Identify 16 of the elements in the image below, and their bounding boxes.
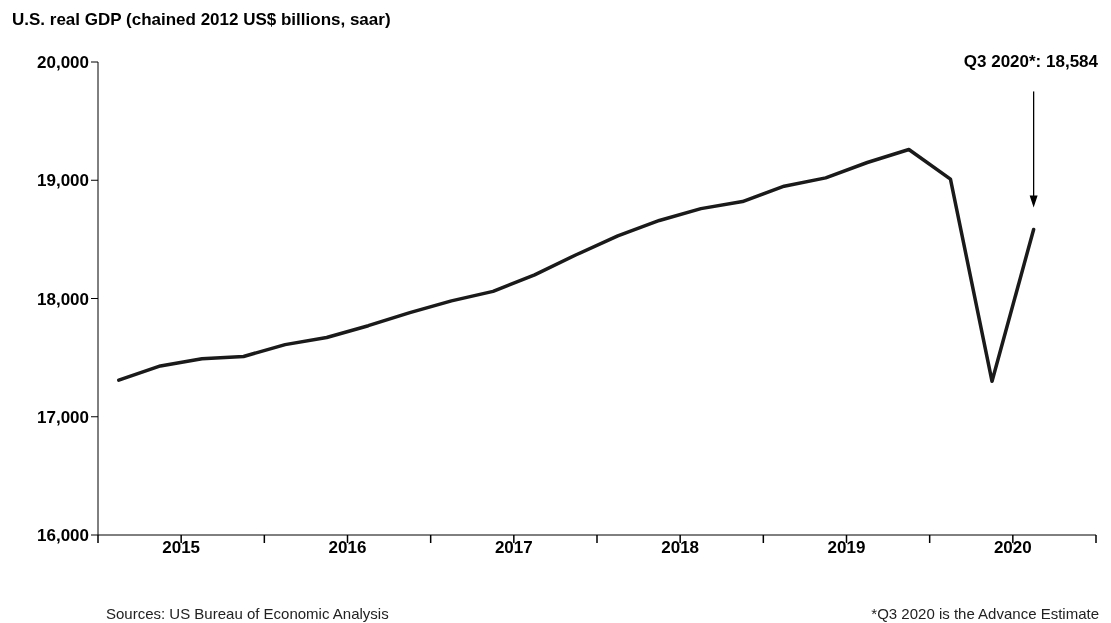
source-note: Sources: US Bureau of Economic Analysis	[106, 605, 389, 622]
y-tick-label: 20,000	[37, 53, 89, 73]
y-tick-label: 18,000	[37, 289, 89, 309]
line-series	[117, 147, 1036, 384]
x-tick-label: 2016	[328, 538, 367, 557]
y-tick-label: 16,000	[37, 526, 89, 546]
x-tick-label: 2015	[162, 538, 201, 557]
x-tick-label: 2018	[661, 538, 700, 557]
y-tick-label: 17,000	[37, 407, 89, 427]
chart-title: U.S. real GDP (chained 2012 US$ billions, saar)	[12, 10, 391, 30]
annotation: Q3 2020*: 18,584	[963, 52, 1099, 72]
x-tick-label: 2020	[993, 538, 1032, 557]
text: *Q3 2020 is the Advance Estimate	[871, 605, 1099, 622]
x-tick-label: 2017	[494, 538, 533, 557]
x-tick-label: 2019	[827, 538, 866, 557]
y-tick-label: 19,000	[37, 171, 89, 191]
